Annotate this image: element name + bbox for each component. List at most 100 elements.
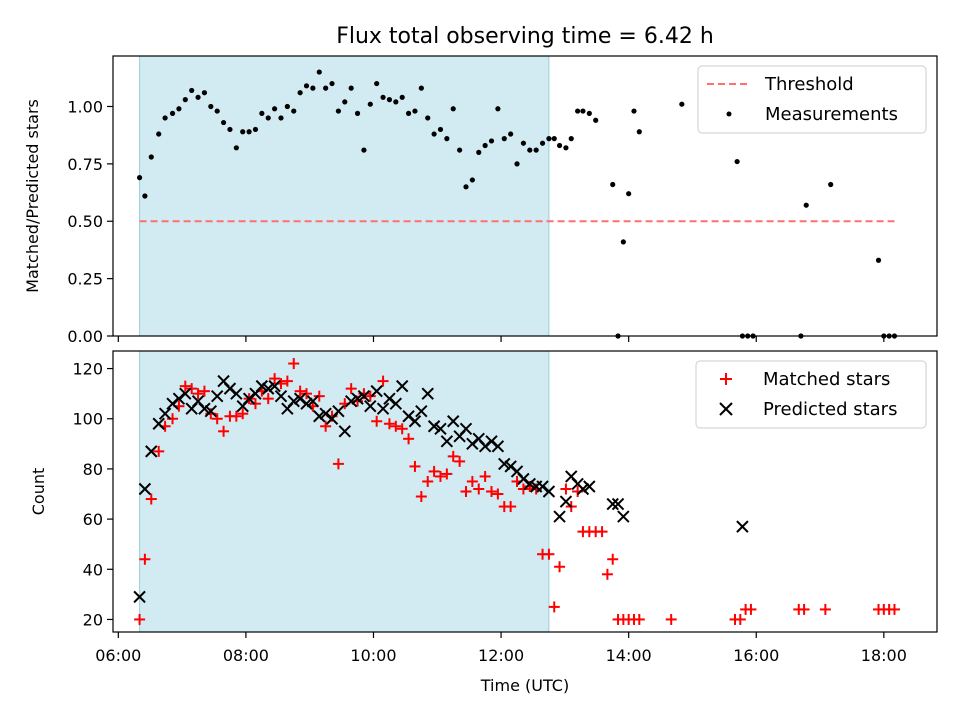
matched-star-point: [364, 390, 376, 402]
top-y-ticks: 0.00 0.25 0.50 0.75 1.00: [67, 97, 113, 346]
predicted-star-point: [133, 590, 146, 604]
matched-star-point: [479, 470, 491, 482]
predicted-star-point: [583, 480, 596, 493]
measurement-point: [450, 106, 456, 112]
predicted-star-stroke-b: [210, 389, 224, 403]
predicted-star-stroke-b: [357, 389, 371, 403]
predicted-star-point: [313, 410, 326, 423]
bottom-x-ticks: 06:00 08:00 10:00 12:00 14:00 16:00 18:00: [95, 632, 907, 665]
matched-star-point: [548, 601, 560, 613]
predicted-star-point: [415, 405, 428, 418]
measurement-point: [482, 142, 488, 149]
predicted-star-stroke-b: [370, 384, 383, 398]
predicted-star-point: [138, 482, 152, 496]
predicted-star-stroke-b: [617, 510, 630, 523]
predicted-star-stroke-b: [611, 497, 625, 511]
measurement-point: [520, 140, 527, 146]
measurement-point: [828, 181, 834, 188]
predicted-star-stroke-b: [158, 407, 172, 420]
measurement-point: [488, 138, 495, 144]
measurement-point: [189, 87, 195, 94]
measurement-point: [220, 119, 227, 126]
predicted-star-point: [332, 405, 345, 418]
predicted-star-stroke-b: [583, 480, 596, 493]
measurement-point: [593, 117, 599, 123]
matched-star-point: [294, 385, 306, 397]
measurement-point: [679, 101, 685, 107]
measurement-point: [539, 140, 546, 146]
measurement-point: [169, 110, 176, 116]
predicted-star-stroke-b: [364, 399, 377, 413]
matched-star-point: [383, 418, 395, 430]
measurement-point: [533, 147, 539, 153]
measurement-point: [631, 108, 637, 114]
bottom-legend-box: [695, 360, 927, 429]
measurement-point: [463, 184, 469, 190]
measurement-point: [568, 136, 574, 142]
predicted-star-stroke-b: [306, 394, 320, 408]
predicted-star-stroke-b: [565, 470, 578, 483]
top-ytick-label: 0.75: [67, 155, 103, 174]
matched-star-point: [403, 433, 415, 445]
measurement-point: [136, 175, 143, 181]
predicted-star-stroke-b: [485, 435, 498, 448]
predicted-star-point: [491, 440, 505, 453]
predicted-star-point: [542, 485, 556, 498]
bottom-y-ticks: 20 40 60 80 100 120: [72, 360, 113, 629]
measurement-point: [586, 110, 592, 116]
chart-title: Flux total observing time = 6.42 h: [336, 24, 714, 49]
matched-star-point: [517, 483, 529, 495]
bottom-y-axis-label: Count: [29, 468, 48, 516]
predicted-star-point: [145, 445, 158, 458]
top-shaded-interval: [139, 55, 550, 337]
predicted-star-point: [210, 389, 224, 403]
measurement-point: [148, 154, 154, 160]
predicted-star-stroke-b: [389, 397, 403, 410]
measurement-point: [803, 202, 809, 208]
matched-star-point: [179, 380, 191, 392]
measurement-point: [734, 158, 740, 165]
predicted-star-point: [255, 379, 269, 393]
measurement-point: [875, 257, 882, 263]
measurement-point: [348, 85, 354, 91]
predicted-star-stroke-b: [145, 445, 158, 458]
bottom-xtick-label: 14:00: [606, 646, 652, 665]
matched-star-point: [434, 470, 446, 482]
measurement-point: [610, 181, 616, 188]
matched-star-point: [745, 603, 757, 615]
predicted-star-stroke-b: [421, 387, 434, 400]
measurement-point: [272, 106, 278, 112]
measurement-point: [380, 94, 386, 100]
matched-star-point: [428, 465, 440, 477]
matched-star-point: [313, 390, 325, 402]
predicted-star-point: [300, 397, 313, 410]
measurement-point: [310, 85, 316, 91]
measurement-point: [323, 85, 329, 91]
matched-star-point: [888, 603, 900, 615]
matched-star-point: [288, 358, 300, 370]
measurement-point: [291, 108, 297, 114]
predicted-star-point: [306, 394, 320, 408]
predicted-star-stroke-b: [255, 379, 269, 393]
predicted-star-stroke-b: [293, 392, 307, 405]
legend-predicted-swatch: [719, 402, 733, 416]
predicted-star-point: [736, 520, 749, 533]
predicted-star-stroke-b: [152, 417, 165, 430]
predicted-star-point: [389, 397, 403, 410]
matched-star-point: [596, 526, 608, 538]
measurement-point: [354, 110, 361, 116]
predicted-star-stroke-b: [268, 379, 281, 393]
predicted-star-stroke-b: [576, 482, 590, 496]
top-ytick-label: 1.00: [67, 97, 103, 116]
measurement-point: [431, 131, 437, 137]
matched-star-point: [486, 486, 498, 497]
predicted-star-stroke-b: [179, 387, 192, 400]
bottom-ytick-label: 40: [83, 560, 103, 579]
matched-star-point: [186, 383, 198, 395]
predicted-star-stroke-b: [351, 392, 364, 405]
measurement-point: [303, 83, 310, 89]
predicted-star-point: [559, 495, 573, 508]
measurement-point: [335, 108, 342, 114]
matched-star-point: [560, 483, 572, 495]
predicted-star-point: [617, 510, 630, 523]
